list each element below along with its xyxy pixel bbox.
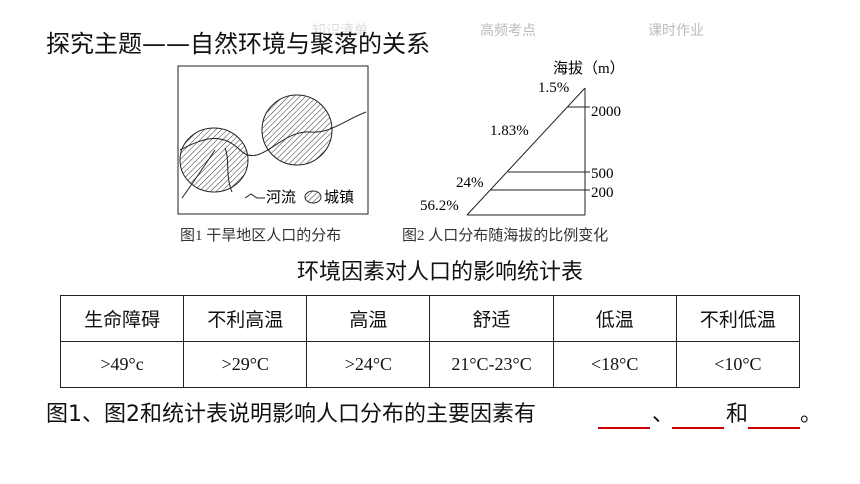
cell: 生命障碍 xyxy=(59,295,185,342)
caption: 图1 干旱地区人口的分布 xyxy=(180,227,341,244)
blank xyxy=(598,427,650,429)
axis-label: 海拔（m） xyxy=(553,60,625,77)
cell: 不利低温 xyxy=(675,295,801,342)
separator: 和 xyxy=(726,402,749,427)
title: 探究主题——自然环境与聚落的关系 xyxy=(46,30,430,58)
altitude: 2000 xyxy=(591,104,621,120)
figure2 xyxy=(466,87,590,216)
tab[interactable]: 高频考点 xyxy=(480,23,536,39)
figure1 xyxy=(177,65,369,215)
cell: 低温 xyxy=(552,295,677,342)
blank xyxy=(748,427,800,429)
share: 1.83% xyxy=(490,123,529,139)
share: 1.5% xyxy=(538,80,569,96)
cell: >24°C xyxy=(306,341,431,388)
cell: <18°C xyxy=(552,341,677,388)
figures: 河流 城镇 图1 干旱地区人口的分布 海拔（m） 2000 500 200 1.… xyxy=(177,60,625,244)
altitude: 500 xyxy=(591,166,614,182)
question: 图1、图2和统计表说明影响人口分布的主要因素有 xyxy=(46,402,536,427)
legend-label: 城镇 xyxy=(324,189,354,206)
table-title: 环境因素对人口的影响统计表 xyxy=(296,260,583,285)
tab[interactable]: 课时作业 xyxy=(648,23,704,39)
cell: 舒适 xyxy=(429,295,554,342)
row: >49°c >29°C >24°C 21°C-23°C <18°C <10°C xyxy=(59,341,801,388)
tab[interactable]: 知识清单 xyxy=(312,23,368,39)
table: 生命障碍 不利高温 高温 舒适 低温 不利低温 >49°c >29°C >24°C 21°C-2… xyxy=(59,295,801,388)
separator: 、 xyxy=(652,402,675,427)
cell: <10°C xyxy=(675,341,801,388)
caption: 图2 人口分布随海拔的比例变化 xyxy=(402,227,608,244)
share: 56.2% xyxy=(420,198,459,214)
header-row: 生命障碍 不利高温 高温 舒适 低温 不利低温 xyxy=(59,295,801,342)
blank xyxy=(672,427,724,429)
cell: 高温 xyxy=(306,295,431,342)
altitude: 200 xyxy=(591,185,614,201)
legend-label: 河流 xyxy=(266,189,296,206)
end-mark: 。 xyxy=(800,402,823,427)
share: 24% xyxy=(456,175,484,191)
cell: 不利高温 xyxy=(183,295,308,342)
fig2-labels: 海拔（m） 2000 500 200 1.5% 1.83% 24% 56.2% … xyxy=(402,60,625,244)
cell: >29°C xyxy=(183,341,308,388)
cell: 21°C-23°C xyxy=(429,341,554,388)
cell: >49°c xyxy=(59,341,185,388)
